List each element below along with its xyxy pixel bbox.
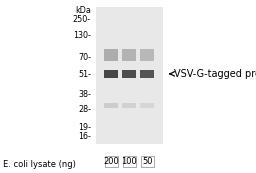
Text: 19-: 19- <box>78 123 91 132</box>
Bar <box>122 49 136 61</box>
Text: 250-: 250- <box>73 15 91 24</box>
Text: E. coli lysate (ng): E. coli lysate (ng) <box>3 160 76 169</box>
Bar <box>104 70 118 78</box>
Text: 28-: 28- <box>78 105 91 114</box>
Text: 200: 200 <box>103 157 119 166</box>
Text: 51-: 51- <box>78 70 91 79</box>
Text: kDa: kDa <box>75 6 91 15</box>
Bar <box>123 156 136 167</box>
Bar <box>104 103 118 108</box>
Bar <box>140 70 154 78</box>
Bar <box>140 49 154 61</box>
Bar <box>140 103 154 108</box>
Bar <box>122 103 136 108</box>
Bar <box>104 49 118 61</box>
Bar <box>96 7 163 144</box>
Text: 16-: 16- <box>78 132 91 141</box>
Text: 38-: 38- <box>78 90 91 99</box>
Text: VSV-G-tagged protein: VSV-G-tagged protein <box>174 69 256 79</box>
Bar <box>122 70 136 78</box>
Text: 70-: 70- <box>78 53 91 62</box>
Bar <box>141 156 154 167</box>
Text: 130-: 130- <box>73 31 91 40</box>
Text: 50: 50 <box>142 157 153 166</box>
Bar <box>105 156 118 167</box>
Text: 100: 100 <box>121 157 137 166</box>
